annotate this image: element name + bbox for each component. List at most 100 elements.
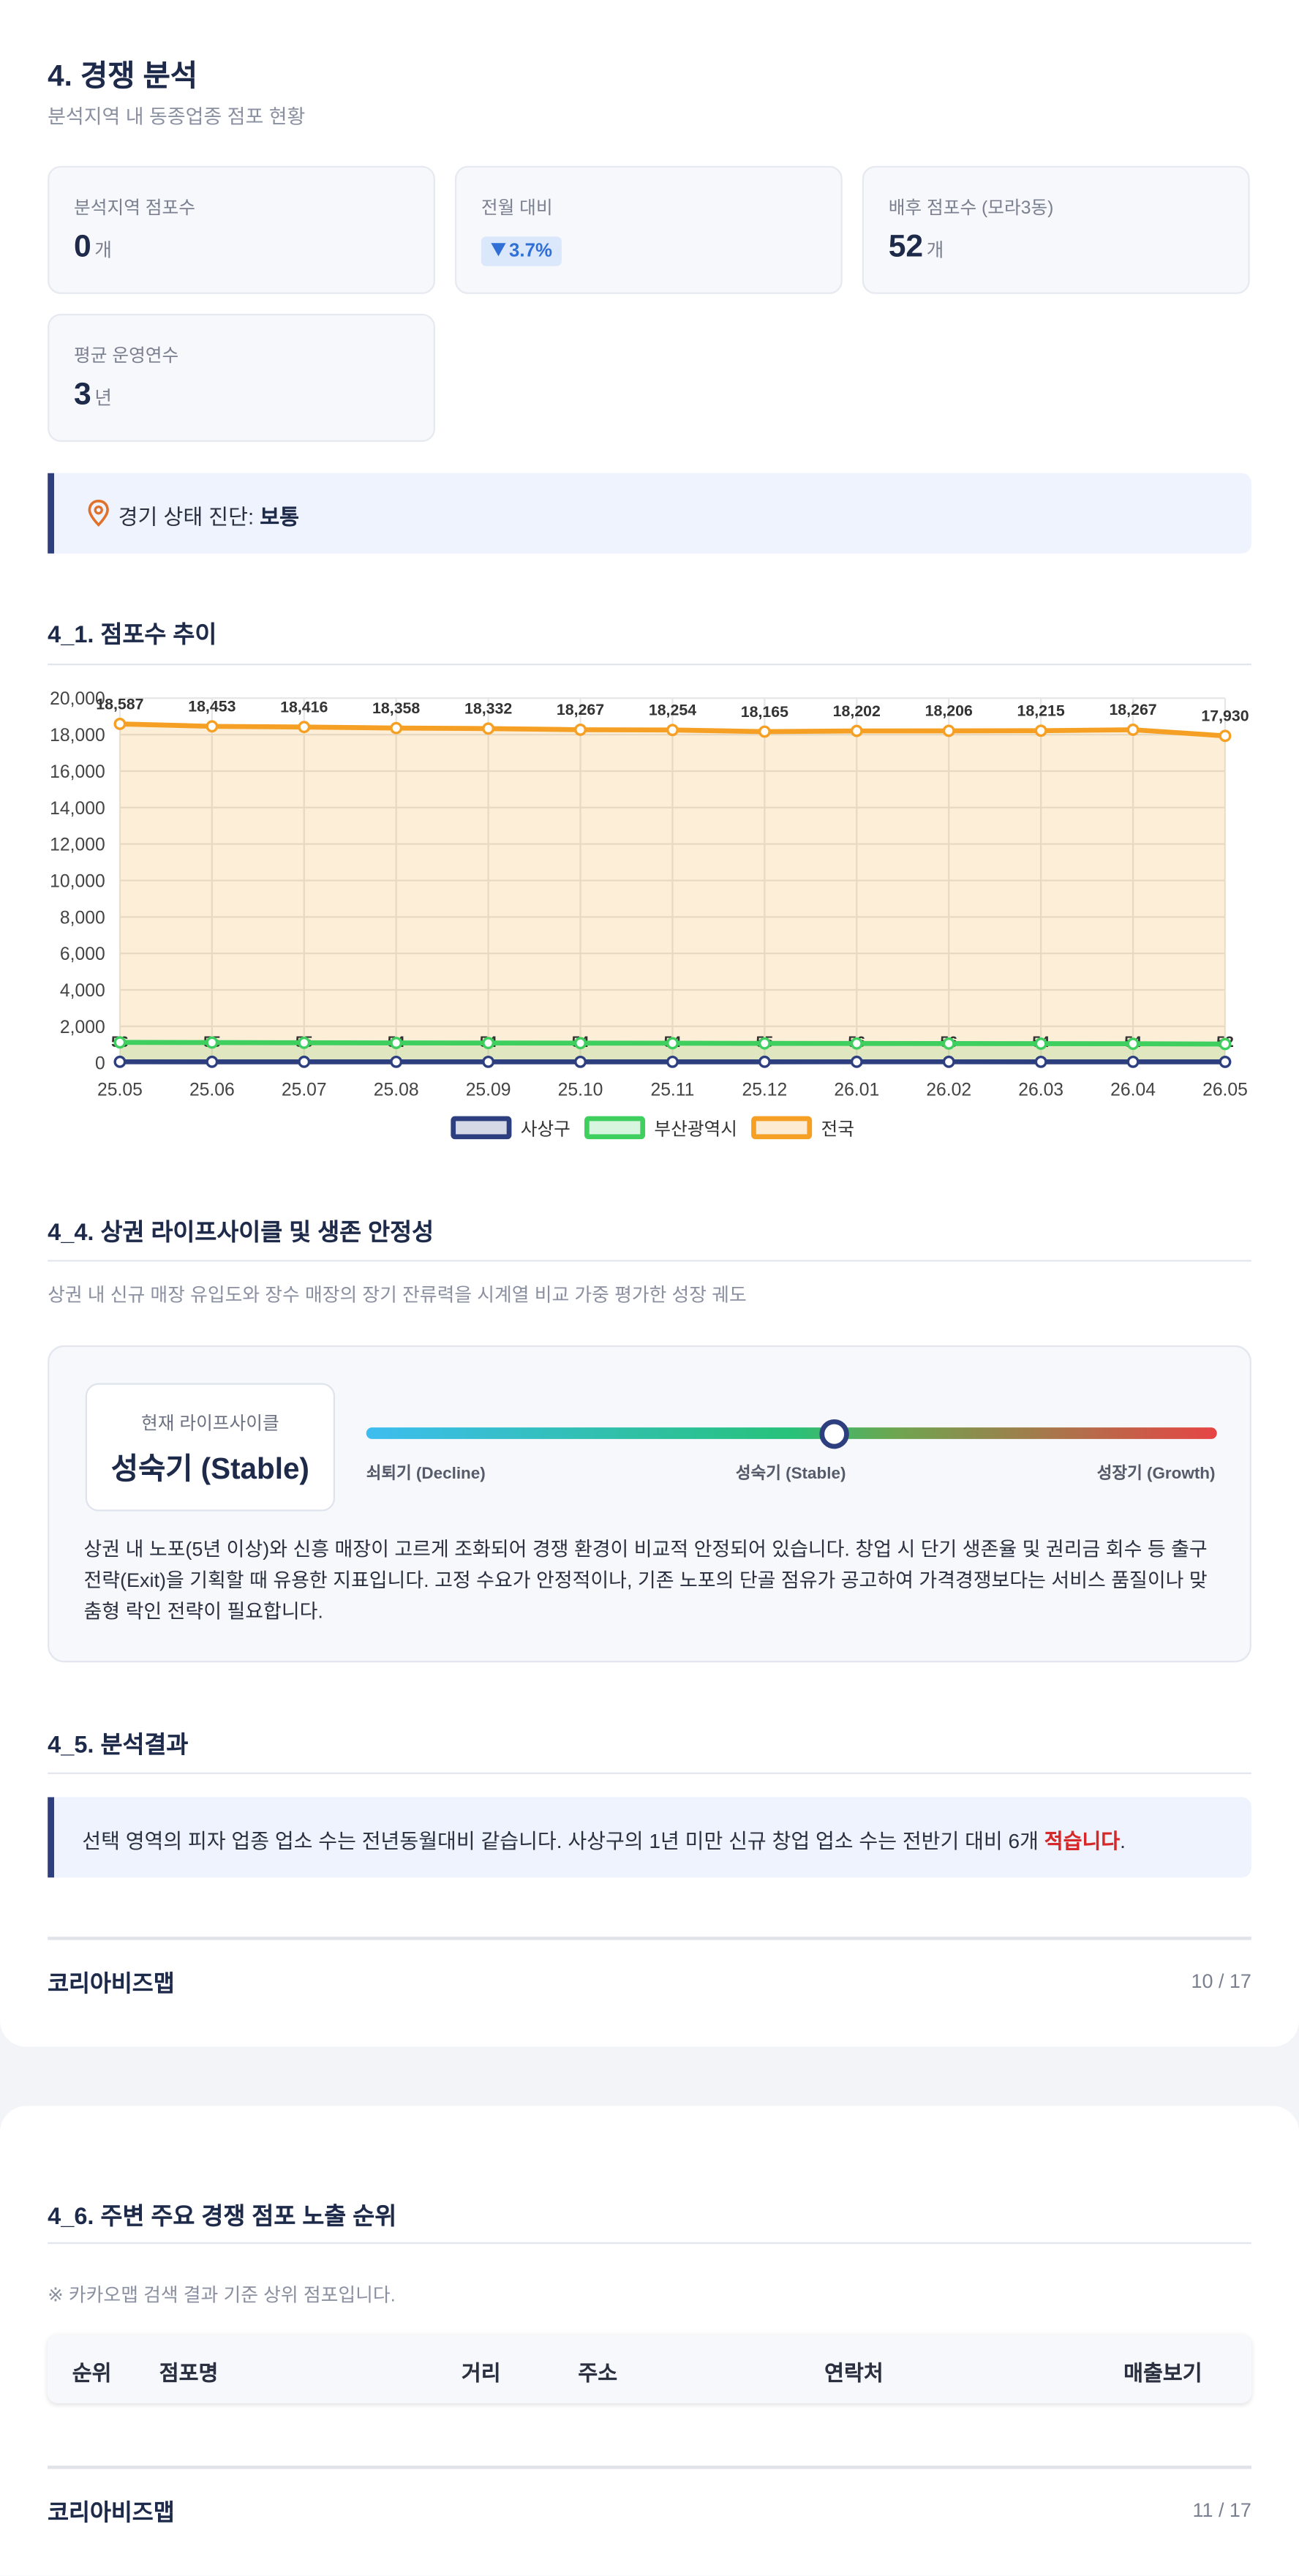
- table-header: 순위 점포명 거리 주소 연락처 매출보기: [48, 2335, 1251, 2403]
- x-tick-label: 25.09: [466, 1081, 511, 1100]
- stat-number: 3: [74, 378, 91, 412]
- scale-label: 쇠퇴기 (Decline): [366, 1459, 486, 1484]
- column-header: 연락처: [824, 2356, 884, 2387]
- data-point: [1036, 1039, 1045, 1048]
- x-tick-label: 25.06: [189, 1081, 235, 1100]
- legend-swatch: [753, 1119, 809, 1137]
- y-tick-label: 16,000: [50, 762, 105, 782]
- data-point: [115, 719, 124, 729]
- data-point: [944, 1057, 953, 1067]
- footer-page: 11 / 17: [1193, 2498, 1251, 2521]
- x-tick-label: 25.12: [742, 1081, 787, 1100]
- data-point: [207, 1057, 217, 1067]
- data-label: 18,416: [280, 699, 328, 716]
- data-point: [1128, 1039, 1137, 1048]
- column-header: 매출보기: [1123, 2356, 1202, 2387]
- x-tick-label: 25.05: [97, 1081, 143, 1100]
- y-tick-label: 0: [95, 1054, 105, 1074]
- x-tick-label: 26.05: [1202, 1081, 1248, 1100]
- y-tick-label: 18,000: [50, 726, 105, 746]
- data-label: 18,206: [925, 702, 973, 720]
- y-tick-label: 4,000: [60, 981, 105, 1001]
- data-point: [668, 1057, 677, 1067]
- data-point: [1220, 731, 1230, 740]
- y-tick-label: 6,000: [60, 945, 105, 964]
- data-point: [483, 724, 493, 733]
- data-point: [115, 1037, 124, 1047]
- footer-brand: 코리아비즈맵: [48, 1967, 175, 1999]
- footer-page: 10 / 17: [1191, 1969, 1251, 1992]
- data-point: [852, 1057, 862, 1067]
- stat-number: 0: [74, 230, 91, 264]
- data-point: [207, 1037, 217, 1047]
- report-card: 4_6. 주변 주요 경쟁 점포 노출 순위 ※ 카카오맵 검색 결과 기준 상…: [0, 2106, 1299, 2575]
- diagnosis-box: 경기 상태 진단: 보통: [48, 473, 1251, 554]
- lifecycle-text: 상권 내 노포(5년 이상)와 신흥 매장이 고르게 조화되어 경쟁 환경이 비…: [84, 1534, 1217, 1628]
- x-tick-label: 26.01: [834, 1081, 879, 1100]
- data-label: 18,587: [96, 695, 143, 713]
- data-point: [207, 721, 217, 731]
- data-point: [760, 1038, 769, 1048]
- lifecycle-current-label: 현재 라이프사이클: [87, 1409, 334, 1435]
- data-point: [944, 726, 953, 735]
- section-description: 상권 내 신규 매장 유입도와 장수 매장의 장기 잔류력을 시계열 비교 가중…: [48, 1281, 747, 1307]
- result-body: 선택 영역의 피자 업종 업소 수는 전년동월대비 같습니다. 사상구의 1년 …: [82, 1830, 1039, 1852]
- data-point: [852, 1039, 862, 1048]
- lifecycle-current-value: 성숙기 (Stable): [87, 1446, 334, 1488]
- data-point: [576, 1057, 585, 1067]
- data-point: [944, 1039, 953, 1048]
- data-label: 18,358: [372, 699, 420, 717]
- legend-label: 전국: [821, 1120, 854, 1140]
- data-label: 17,930: [1201, 707, 1249, 725]
- y-tick-label: 14,000: [50, 799, 105, 819]
- change-value: 3.7%: [509, 241, 552, 261]
- stat-label: 배후 점포수 (모라3동): [889, 194, 1054, 220]
- section-title: 4_6. 주변 주요 경쟁 점포 노출 순위: [48, 2198, 396, 2232]
- data-point: [391, 1057, 401, 1067]
- y-tick-label: 12,000: [50, 835, 105, 855]
- x-tick-label: 26.03: [1018, 1081, 1063, 1100]
- data-point: [299, 1038, 309, 1048]
- result-end: .: [1120, 1830, 1126, 1852]
- data-point: [299, 722, 309, 732]
- result-box: 선택 영역의 피자 업종 업소 수는 전년동월대비 같습니다. 사상구의 1년 …: [48, 1797, 1251, 1877]
- y-tick-label: 2,000: [60, 1018, 105, 1037]
- ranking-note: ※ 카카오맵 검색 결과 기준 상위 점포입니다.: [48, 2282, 396, 2308]
- data-label: 18,332: [464, 700, 512, 718]
- diagnosis-text: 경기 상태 진단: 보통: [118, 500, 299, 531]
- footer-rule: [48, 2466, 1251, 2468]
- column-header: 순위: [72, 2356, 112, 2387]
- down-arrow-icon: [491, 241, 505, 256]
- data-point: [1220, 1039, 1230, 1048]
- series-area: [120, 724, 1225, 1062]
- data-point: [391, 723, 401, 732]
- lifecycle-bar: [366, 1427, 1217, 1439]
- data-point: [1036, 1057, 1045, 1067]
- section-rule: [48, 2242, 1251, 2244]
- section-rule: [48, 664, 1251, 665]
- x-tick-label: 26.02: [926, 1081, 971, 1100]
- legend-swatch: [453, 1119, 509, 1137]
- stat-unit: 년: [94, 389, 112, 409]
- x-tick-label: 25.08: [374, 1081, 419, 1100]
- section-title: 4_1. 점포수 추이: [48, 616, 217, 650]
- stat-unit: 개: [94, 241, 112, 261]
- y-tick-label: 10,000: [50, 871, 105, 891]
- data-point: [576, 725, 585, 735]
- section-title: 4_5. 분석결과: [48, 1727, 188, 1761]
- scale-label: 성숙기 (Stable): [736, 1459, 846, 1484]
- scale-label: 성장기 (Growth): [1097, 1459, 1216, 1484]
- result-emphasis: 적습니다: [1044, 1830, 1120, 1852]
- page-subtitle: 분석지역 내 동종업종 점포 현황: [48, 102, 305, 129]
- legend-label: 부산광역시: [654, 1119, 737, 1140]
- data-label: 18,267: [557, 701, 604, 718]
- stat-label: 평균 운영연수: [74, 342, 178, 368]
- data-point: [115, 1057, 124, 1067]
- data-label: 18,267: [1109, 701, 1156, 718]
- data-point: [391, 1038, 401, 1048]
